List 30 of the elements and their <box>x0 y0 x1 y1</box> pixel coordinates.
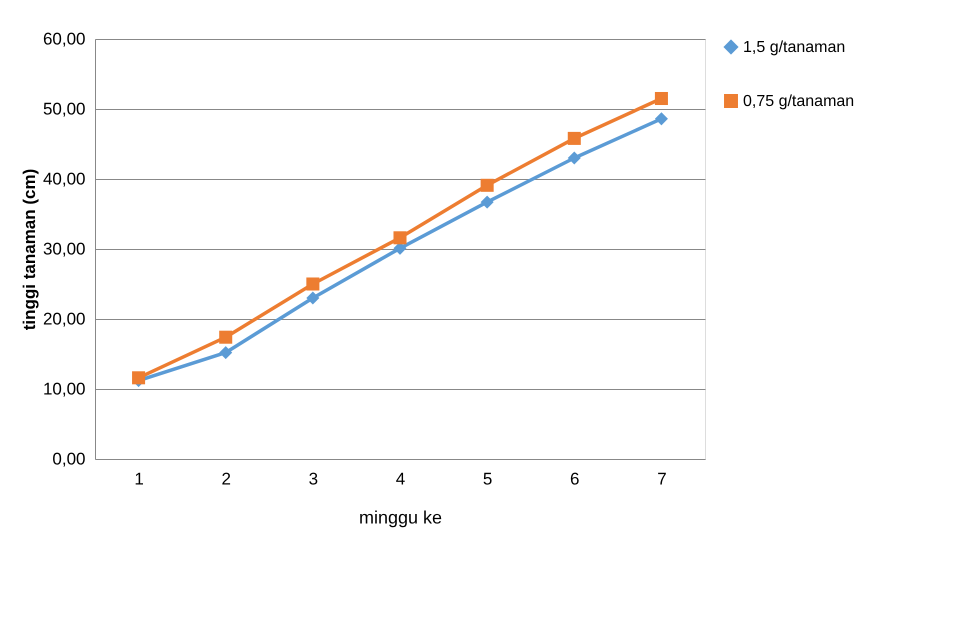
point <box>306 291 320 305</box>
x-tick-label: 1 <box>134 470 144 488</box>
point <box>219 346 232 360</box>
y-tick-label: 10,00 <box>42 380 86 398</box>
point <box>132 371 146 384</box>
y-tick-label: 40,00 <box>42 170 86 188</box>
legend-label: 0,75 g/tanaman <box>743 93 854 110</box>
x-axis-title: minggu ke <box>358 508 442 528</box>
y-tick-label: 20,00 <box>42 310 86 328</box>
y-axis-title: tinggi tanaman (cm) <box>20 168 39 330</box>
x-tick-label: 7 <box>657 470 667 488</box>
y-tick-label: 30,00 <box>42 240 86 258</box>
x-tick-label: 5 <box>482 470 492 488</box>
point <box>480 196 494 209</box>
point <box>306 277 320 291</box>
legend-label: 1,5 g/tanaman <box>743 39 846 56</box>
x-tick-label: 2 <box>221 470 231 488</box>
point <box>568 151 581 165</box>
x-tick-label: 4 <box>396 470 406 488</box>
point <box>219 330 232 344</box>
point <box>568 132 581 145</box>
point <box>393 231 407 244</box>
x-tick-label: 3 <box>308 470 318 488</box>
y-tick-label: 50,00 <box>42 100 86 118</box>
y-tick-label: 0,00 <box>52 450 86 468</box>
y-tick-label: 60,00 <box>42 30 86 48</box>
point <box>654 92 668 106</box>
x-tick-label: 6 <box>570 470 580 488</box>
point <box>480 178 494 192</box>
point <box>654 112 668 126</box>
